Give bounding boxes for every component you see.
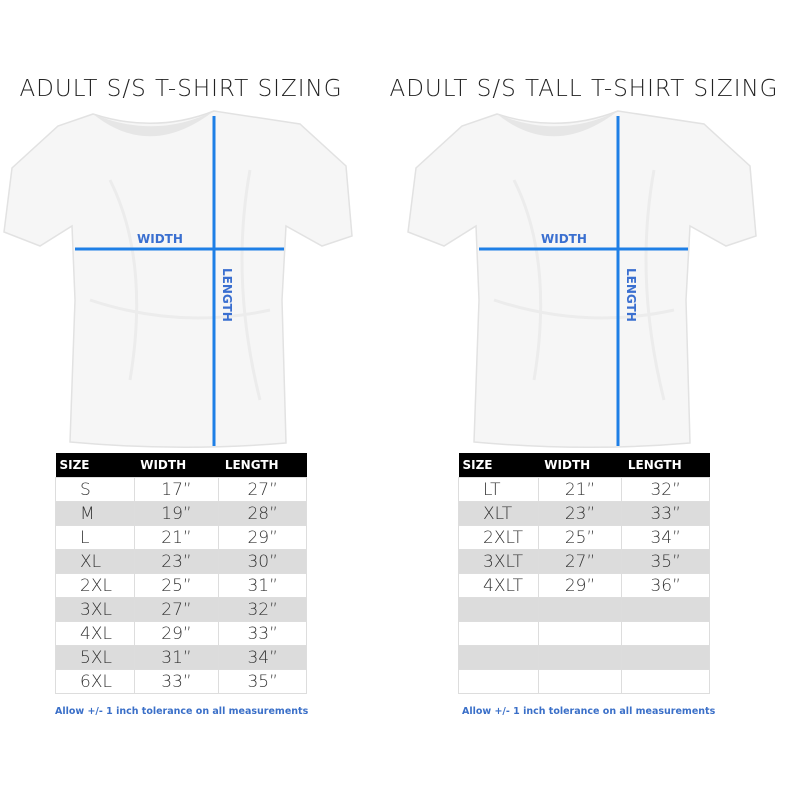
length-cell: 30” [218, 549, 307, 574]
size-cell: 4XLT [458, 573, 539, 598]
table-row [458, 597, 710, 622]
table-header: SIZE WIDTH LENGTH [458, 453, 710, 478]
table-row: 2XL 25” 31” [55, 573, 307, 598]
column-header: LENGTH [218, 453, 307, 478]
right-width-label: WIDTH [541, 232, 587, 246]
table-row: LT 21” 32” [458, 477, 710, 502]
size-cell: XLT [458, 501, 539, 526]
length-cell: 28” [218, 501, 307, 526]
right-title: ADULT S/S TALL T-SHIRT SIZING [389, 76, 779, 102]
table-row: 3XL 27” 32” [55, 597, 307, 622]
table-row [458, 645, 710, 670]
length-cell: 34” [218, 645, 307, 670]
table-row: S 17” 27” [55, 477, 307, 502]
size-cell [458, 621, 539, 646]
right-tshirt: WIDTH LENGTH [406, 109, 758, 449]
left-width-label: WIDTH [137, 232, 183, 246]
size-cell: LT [458, 477, 539, 502]
size-cell: 6XL [55, 669, 135, 694]
table-row: 5XL 31” 34” [55, 645, 307, 670]
width-cell: 23” [133, 549, 220, 574]
size-cell [458, 597, 539, 622]
length-cell: 35” [218, 669, 307, 694]
left-size-table: SIZE WIDTH LENGTH S 17” 27” M 19” 28” L 21” 29” XL 23… [55, 453, 307, 694]
left-length-label: LENGTH [220, 268, 234, 322]
column-header: WIDTH [538, 453, 622, 478]
column-header: SIZE [55, 453, 135, 478]
column-header: WIDTH [134, 453, 219, 478]
size-cell: 2XLT [458, 525, 539, 550]
length-cell [621, 645, 710, 670]
length-cell: 33” [218, 621, 307, 646]
width-cell: 23” [537, 501, 623, 526]
left-tolerance-note: Allow +/- 1 inch tolerance on all measur… [55, 706, 309, 717]
size-cell: XL [55, 549, 135, 574]
size-cell [458, 645, 539, 670]
length-cell: 34” [621, 525, 710, 550]
table-row: XLT 23” 33” [458, 501, 710, 526]
width-cell: 31” [133, 645, 220, 670]
column-header: LENGTH [621, 453, 710, 478]
size-cell: 2XL [55, 573, 135, 598]
width-cell [537, 621, 623, 646]
width-cell: 29” [537, 573, 623, 598]
column-header: SIZE [458, 453, 539, 478]
width-cell: 21” [537, 477, 623, 502]
size-cell: 3XL [55, 597, 135, 622]
width-cell: 29” [133, 621, 220, 646]
length-cell: 32” [218, 597, 307, 622]
size-cell: S [55, 477, 135, 502]
length-cell: 27” [218, 477, 307, 502]
length-cell: 31” [218, 573, 307, 598]
width-cell: 25” [133, 573, 220, 598]
table-row: 4XL 29” 33” [55, 621, 307, 646]
table-row [458, 621, 710, 646]
table-row: L 21” 29” [55, 525, 307, 550]
width-cell [537, 597, 623, 622]
table-row: M 19” 28” [55, 501, 307, 526]
width-cell: 17” [133, 477, 220, 502]
length-cell [621, 597, 710, 622]
length-cell: 32” [621, 477, 710, 502]
left-title: ADULT S/S T-SHIRT SIZING [19, 76, 343, 102]
table-row [458, 669, 710, 694]
length-cell: 33” [621, 501, 710, 526]
width-cell: 27” [133, 597, 220, 622]
length-cell [621, 621, 710, 646]
length-cell: 29” [218, 525, 307, 550]
right-tolerance-note: Allow +/- 1 inch tolerance on all measur… [462, 706, 716, 717]
size-cell: 5XL [55, 645, 135, 670]
width-cell: 33” [133, 669, 220, 694]
table-header: SIZE WIDTH LENGTH [55, 453, 307, 478]
width-cell [537, 669, 623, 694]
table-row: 2XLT 25” 34” [458, 525, 710, 550]
size-cell [458, 669, 539, 694]
tshirt-diagrams: WIDTH LENGTH WIDTH LENGTH [2, 109, 758, 449]
length-cell: 35” [621, 549, 710, 574]
width-cell: 21” [133, 525, 220, 550]
length-cell: 36” [621, 573, 710, 598]
size-cell: L [55, 525, 135, 550]
size-cell: 3XLT [458, 549, 539, 574]
size-cell: M [55, 501, 135, 526]
left-tshirt: WIDTH LENGTH [2, 109, 354, 449]
width-cell: 19” [133, 501, 220, 526]
table-row: 6XL 33” 35” [55, 669, 307, 694]
size-cell: 4XL [55, 621, 135, 646]
right-length-label: LENGTH [624, 268, 638, 322]
table-row: XL 23” 30” [55, 549, 307, 574]
table-row: 4XLT 29” 36” [458, 573, 710, 598]
width-cell [537, 645, 623, 670]
length-cell [621, 669, 710, 694]
width-cell: 25” [537, 525, 623, 550]
table-row: 3XLT 27” 35” [458, 549, 710, 574]
right-size-table: SIZE WIDTH LENGTH LT 21” 32” XLT 23” 33” 2XLT 25” 3… [458, 453, 710, 694]
width-cell: 27” [537, 549, 623, 574]
